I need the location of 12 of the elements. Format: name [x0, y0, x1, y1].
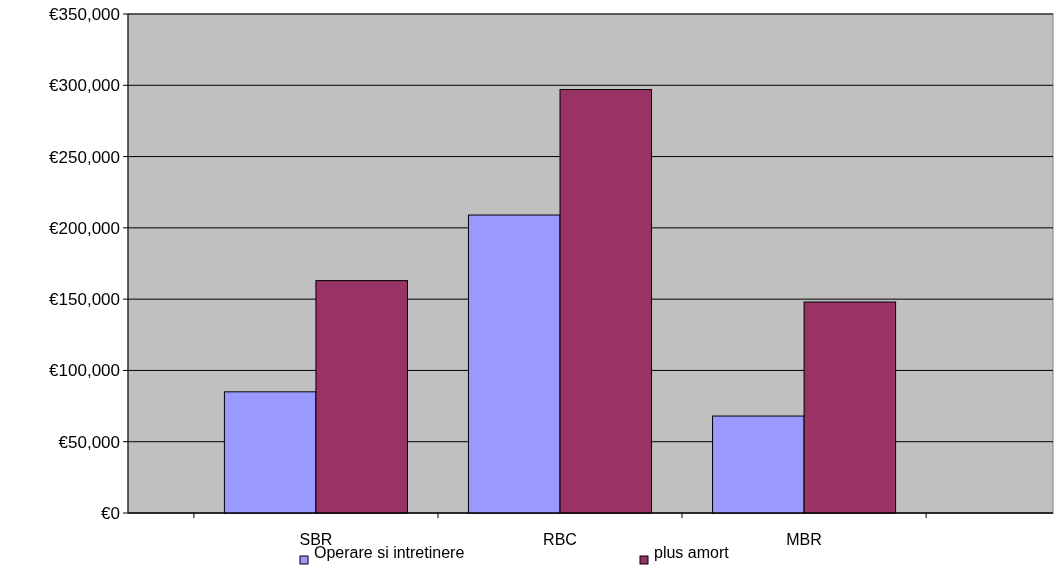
y-tick-label: €200,000: [49, 218, 120, 238]
y-tick-label: €150,000: [49, 290, 120, 310]
y-tick-label: €50,000: [58, 432, 120, 452]
x-tick-label: RBC: [543, 531, 577, 548]
legend-label: plus amort: [654, 543, 730, 561]
y-tick-label: €250,000: [49, 147, 120, 167]
x-tick-label: MBR: [786, 531, 822, 548]
y-tick-label: €300,000: [49, 76, 120, 96]
y-tick-label: €350,000: [49, 4, 120, 24]
y-tick-label: €0: [101, 503, 120, 523]
x-tick-label: SBR: [299, 531, 333, 548]
y-tick-label: €100,000: [49, 361, 120, 381]
